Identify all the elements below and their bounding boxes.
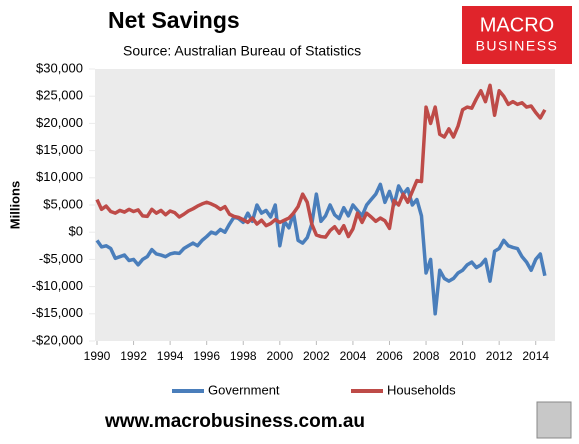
y-tick-label: $30,000	[36, 60, 83, 75]
y-tick-label: $15,000	[36, 142, 83, 157]
x-tick-label: 2006	[376, 349, 403, 363]
y-tick-label: -$20,000	[32, 332, 83, 347]
x-tick-label: 1998	[230, 349, 257, 363]
x-tick-label: 2008	[413, 349, 440, 363]
x-tick-label: 2004	[340, 349, 367, 363]
y-tick-label: -$15,000	[32, 305, 83, 320]
x-tick-label: 1994	[157, 349, 184, 363]
y-tick-label: $20,000	[36, 115, 83, 130]
series-line	[95, 182, 547, 316]
series-line	[95, 83, 547, 239]
chart-subtitle: Source: Australian Bureau of Statistics	[123, 43, 361, 59]
x-tick-label: 2010	[449, 349, 476, 363]
x-tick-label: 2014	[522, 349, 549, 363]
x-tick-label: 2012	[486, 349, 513, 363]
legend-label: Households	[387, 382, 456, 397]
x-tick-label: 2000	[266, 349, 293, 363]
x-tick-label: 1992	[120, 349, 147, 363]
y-tick-label: -$5,000	[39, 251, 83, 266]
y-tick-label: $0	[69, 224, 83, 239]
logo-box	[462, 6, 572, 64]
plot-area	[95, 69, 555, 341]
y-axis-label: Millions	[7, 181, 22, 229]
logo-text: BUSINESS	[476, 38, 559, 54]
chart-title: Net Savings	[108, 7, 240, 33]
y-tick-label: -$10,000	[32, 278, 83, 293]
x-tick-label: 1996	[193, 349, 220, 363]
legend-label: Government	[208, 382, 280, 397]
logo-text: MACRO	[480, 14, 554, 36]
y-tick-label: $5,000	[43, 196, 83, 211]
y-tick-label: $10,000	[36, 169, 83, 184]
y-tick-label: $25,000	[36, 88, 83, 103]
footer: www.macrobusiness.com.au	[104, 411, 365, 432]
x-tick-label: 1990	[84, 349, 111, 363]
x-tick-label: 2002	[303, 349, 330, 363]
wolf-icon	[536, 401, 572, 439]
